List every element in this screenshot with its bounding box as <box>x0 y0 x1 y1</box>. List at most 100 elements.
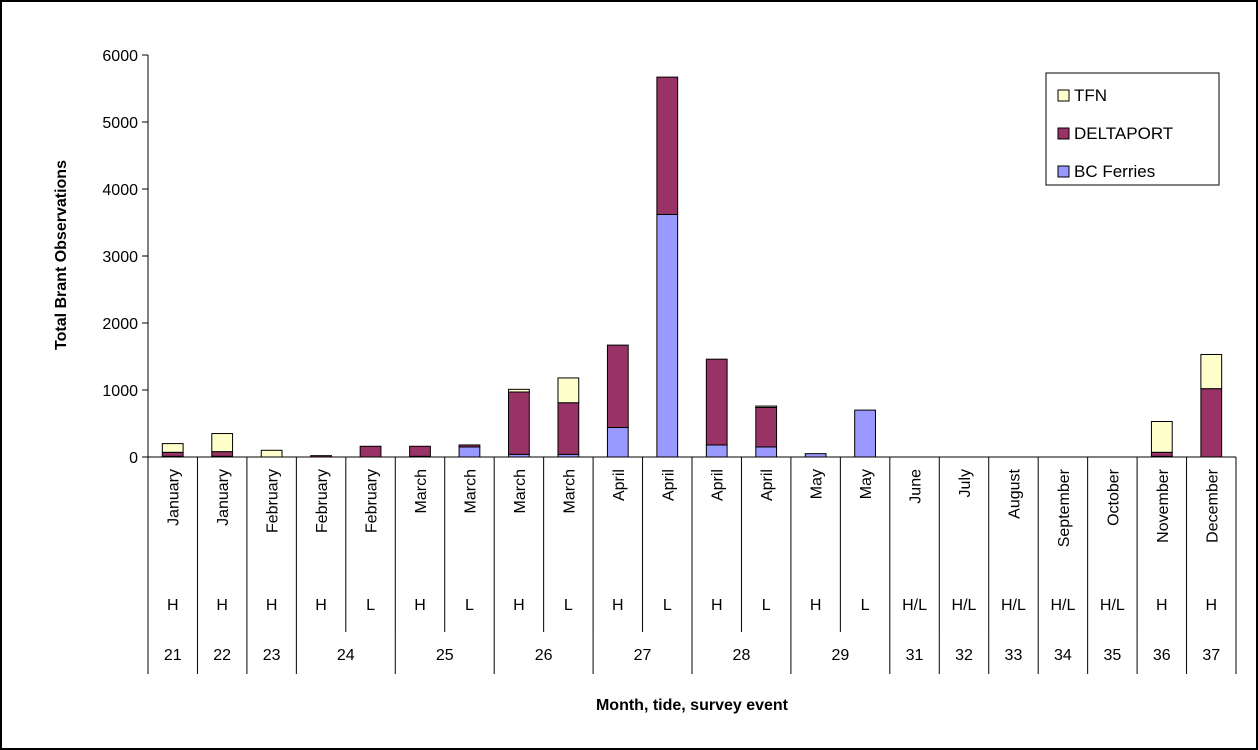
bar-segment-bc-ferries <box>804 453 827 458</box>
x-tick-label-tide: H <box>1205 597 1217 614</box>
y-tick-label: 5000 <box>102 115 138 132</box>
x-tick-label-event: 23 <box>263 647 281 664</box>
x-tick-label-event: 34 <box>1054 647 1072 664</box>
x-tick-label-month: February <box>364 469 381 533</box>
x-tick-label-tide: H <box>315 597 327 614</box>
x-tick-label-tide: H <box>167 597 179 614</box>
bar-segment-tfn <box>1200 353 1223 390</box>
y-tick-label: 6000 <box>102 48 138 65</box>
bar-segment-tfn <box>161 443 184 453</box>
x-tick-label-event: 29 <box>831 647 849 664</box>
bar-segment-deltaport <box>606 344 629 429</box>
legend-label-tfn: TFN <box>1074 86 1107 105</box>
x-tick-label-tide: H <box>612 597 624 614</box>
x-tick-label-month: August <box>1006 468 1023 518</box>
x-tick-label-tide: L <box>366 597 375 614</box>
x-tick-label-event: 27 <box>634 647 652 664</box>
x-tick-label-tide: H/L <box>952 597 977 614</box>
y-tick-label: 0 <box>129 450 138 467</box>
x-tick-label-month: September <box>1056 468 1073 547</box>
x-tick-label-event: 33 <box>1005 647 1023 664</box>
bar-segment-bc-ferries <box>656 213 679 458</box>
bar-segment-deltaport <box>458 444 481 448</box>
y-tick-label: 2000 <box>102 316 138 333</box>
bar-segment-deltaport <box>1150 451 1173 457</box>
y-tick-label: 1000 <box>102 383 138 400</box>
bar-segment-bc-ferries <box>854 409 876 458</box>
legend-box <box>1045 72 1220 186</box>
x-tick-label-month: May <box>809 469 826 499</box>
bar-segment-tfn <box>508 388 530 393</box>
legend-swatch-bc-ferries <box>1057 165 1070 178</box>
bar-segment-deltaport <box>310 455 332 458</box>
x-tick-label-month: November <box>1155 468 1172 542</box>
x-tick-label-month: March <box>561 469 578 513</box>
bar-segment-tfn <box>211 433 234 453</box>
x-tick-label-tide: H <box>711 597 723 614</box>
x-tick-label-month: March <box>462 469 479 513</box>
legend-label-bc-ferries: BC Ferries <box>1074 162 1155 181</box>
bar-segment-tfn <box>260 449 283 458</box>
x-tick-label-tide: H/L <box>1050 597 1075 614</box>
x-tick-label-event: 26 <box>535 647 553 664</box>
x-tick-label-tide: L <box>465 597 474 614</box>
bar-segment-deltaport <box>409 445 431 457</box>
legend-swatch-tfn <box>1057 89 1070 102</box>
bar-segment-bc-ferries <box>705 444 728 458</box>
bar-segment-deltaport <box>508 391 530 455</box>
y-tick-label: 4000 <box>102 182 138 199</box>
bar-segment-bc-ferries <box>458 446 481 458</box>
bars <box>161 76 1223 458</box>
x-tick-label-month: October <box>1105 468 1122 526</box>
x-tick-label-month: March <box>413 469 430 513</box>
x-tick-label-event: 36 <box>1153 647 1171 664</box>
x-tick-label-event: 35 <box>1103 647 1121 664</box>
bar-segment-bc-ferries <box>606 427 629 458</box>
x-tick-label-tide: H <box>266 597 278 614</box>
x-tick-label-month: April <box>759 469 776 501</box>
x-tick-label-tide: L <box>564 597 573 614</box>
x-tick-label-tide: H <box>414 597 426 614</box>
x-tick-label-event: 21 <box>164 647 182 664</box>
y-tick-label: 3000 <box>102 249 138 266</box>
bar-segment-deltaport <box>755 406 778 448</box>
x-tick-label-month: April <box>710 469 727 501</box>
bar-segment-tfn <box>557 377 580 404</box>
x-category-labels: January H January H February H February H Februa… <box>147 457 1237 674</box>
x-tick-label-tide: H/L <box>1100 597 1125 614</box>
x-tick-label-tide: H <box>513 597 525 614</box>
bar-segment-bc-ferries <box>755 446 778 458</box>
x-tick-label-event: 28 <box>733 647 751 664</box>
x-tick-label-month: April <box>611 469 628 501</box>
x-tick-label-month: February <box>314 469 331 533</box>
bar-segment-deltaport <box>161 451 184 457</box>
bar-segment-deltaport <box>705 358 728 446</box>
x-tick-label-event: 37 <box>1202 647 1220 664</box>
x-tick-label-event: 24 <box>337 647 355 664</box>
x-tick-label-tide: H <box>216 597 228 614</box>
bar-segment-deltaport <box>211 451 234 457</box>
x-tick-label-month: March <box>512 469 529 513</box>
x-tick-label-month: January <box>166 469 183 526</box>
x-tick-label-month: February <box>265 469 282 533</box>
bar-segment-deltaport <box>1200 388 1223 458</box>
legend-label-deltaport: DELTAPORT <box>1074 124 1173 143</box>
x-tick-label-month: July <box>957 469 974 497</box>
bar-segment-deltaport <box>557 402 580 455</box>
x-tick-label-tide: H/L <box>1001 597 1026 614</box>
bar-segment-tfn <box>755 405 778 408</box>
x-tick-label-month: December <box>1204 468 1221 542</box>
x-tick-label-tide: H/L <box>902 597 927 614</box>
x-tick-label-tide: H <box>810 597 822 614</box>
x-tick-label-tide: H <box>1156 597 1168 614</box>
legend: TFN DELTAPORT BC Ferries <box>1045 72 1220 186</box>
x-tick-label-tide: L <box>762 597 771 614</box>
x-tick-label-month: January <box>215 469 232 526</box>
x-tick-label-event: 22 <box>213 647 231 664</box>
y-axis-title: Total Brant Observations <box>53 160 70 350</box>
x-tick-label-month: May <box>858 469 875 499</box>
bar-segment-deltaport <box>359 445 382 458</box>
x-tick-label-event: 32 <box>955 647 973 664</box>
legend-swatch-deltaport <box>1057 127 1070 140</box>
